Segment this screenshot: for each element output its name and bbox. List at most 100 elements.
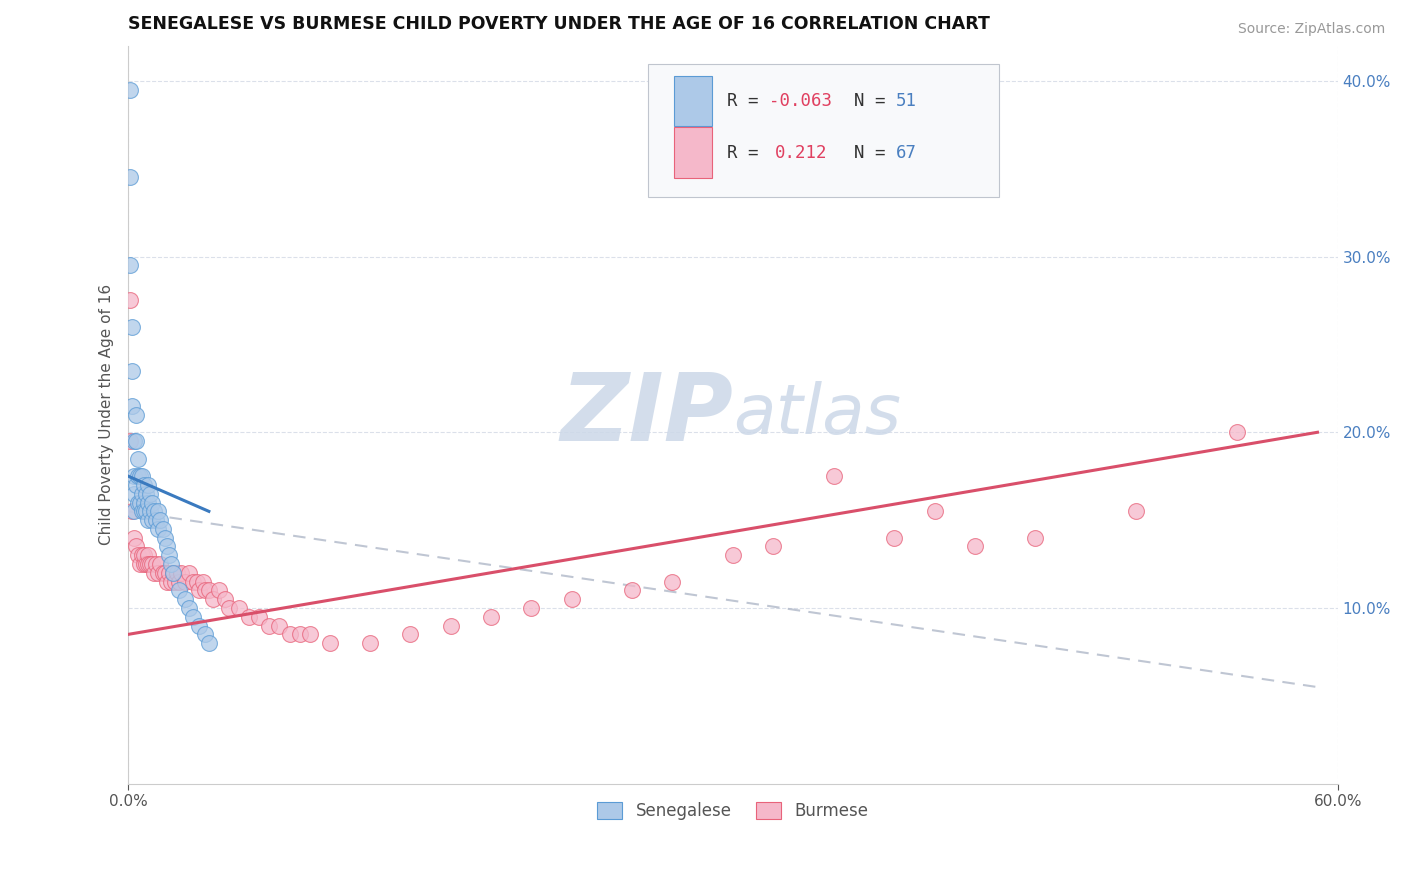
Text: 67: 67: [896, 144, 917, 161]
Point: [479, 609, 502, 624]
Point: [134, 557, 156, 571]
Point: [125, 434, 148, 448]
Point: [125, 408, 148, 422]
Point: [141, 495, 163, 509]
Point: [157, 566, 180, 580]
Point: [159, 557, 181, 571]
Point: [121, 319, 143, 334]
Text: 51: 51: [896, 92, 917, 110]
Point: [269, 618, 291, 632]
Point: [823, 469, 845, 483]
Text: N =: N =: [853, 92, 896, 110]
Point: [139, 487, 162, 501]
Point: [169, 566, 191, 580]
Point: [194, 583, 217, 598]
Point: [135, 504, 157, 518]
Point: [152, 566, 174, 580]
Point: [125, 540, 148, 554]
Point: [124, 531, 146, 545]
Point: [125, 478, 148, 492]
Point: [153, 566, 176, 580]
Point: [1024, 531, 1046, 545]
Point: [259, 618, 281, 632]
Point: [561, 592, 583, 607]
Text: 0.212: 0.212: [775, 144, 828, 161]
Point: [198, 583, 221, 598]
Point: [278, 627, 301, 641]
Point: [145, 513, 167, 527]
Point: [141, 513, 163, 527]
Point: [124, 469, 146, 483]
Point: [134, 504, 156, 518]
Text: ZIP: ZIP: [560, 368, 733, 460]
Point: [762, 540, 785, 554]
Point: [924, 504, 946, 518]
Point: [359, 636, 381, 650]
Point: [167, 583, 190, 598]
Point: [214, 592, 236, 607]
Text: -0.063: -0.063: [769, 92, 832, 110]
Point: [121, 364, 143, 378]
Point: [159, 574, 181, 589]
Point: [120, 434, 142, 448]
Point: [238, 609, 260, 624]
Point: [131, 549, 153, 563]
Point: [127, 451, 149, 466]
Point: [143, 504, 166, 518]
Point: [127, 549, 149, 563]
Point: [134, 478, 156, 492]
Point: [218, 601, 240, 615]
Point: [120, 82, 142, 96]
Point: [129, 557, 152, 571]
Point: [208, 583, 231, 598]
Point: [135, 557, 157, 571]
Point: [181, 574, 204, 589]
Point: [162, 566, 184, 580]
Point: [143, 566, 166, 580]
Point: [173, 574, 195, 589]
Point: [228, 601, 250, 615]
Text: R =: R =: [727, 144, 769, 161]
Point: [131, 487, 153, 501]
Point: [120, 293, 142, 308]
Point: [177, 566, 200, 580]
Point: [201, 592, 224, 607]
Point: [520, 601, 543, 615]
Text: SENEGALESE VS BURMESE CHILD POVERTY UNDER THE AGE OF 16 CORRELATION CHART: SENEGALESE VS BURMESE CHILD POVERTY UNDE…: [128, 15, 990, 33]
Point: [127, 469, 149, 483]
Point: [138, 495, 160, 509]
Point: [138, 513, 160, 527]
Point: [298, 627, 321, 641]
Point: [120, 258, 142, 272]
Point: [138, 549, 160, 563]
Point: [194, 627, 217, 641]
Point: [155, 574, 177, 589]
Point: [1226, 425, 1249, 440]
Point: [163, 574, 186, 589]
Point: [139, 557, 162, 571]
Point: [120, 170, 142, 185]
Y-axis label: Child Poverty Under the Age of 16: Child Poverty Under the Age of 16: [100, 285, 114, 545]
Point: [191, 574, 214, 589]
Point: [149, 557, 172, 571]
Point: [145, 557, 167, 571]
Point: [127, 495, 149, 509]
Point: [135, 487, 157, 501]
Point: [131, 504, 153, 518]
Point: [186, 574, 208, 589]
Point: [963, 540, 986, 554]
Point: [399, 627, 422, 641]
Point: [152, 522, 174, 536]
Point: [177, 601, 200, 615]
Point: [121, 504, 143, 518]
Point: [440, 618, 463, 632]
Point: [181, 609, 204, 624]
Point: [148, 504, 170, 518]
Point: [247, 609, 270, 624]
Point: [139, 504, 162, 518]
Point: [155, 540, 177, 554]
Text: Source: ZipAtlas.com: Source: ZipAtlas.com: [1237, 22, 1385, 37]
Point: [148, 522, 170, 536]
Point: [1125, 504, 1147, 518]
FancyBboxPatch shape: [648, 64, 1000, 197]
